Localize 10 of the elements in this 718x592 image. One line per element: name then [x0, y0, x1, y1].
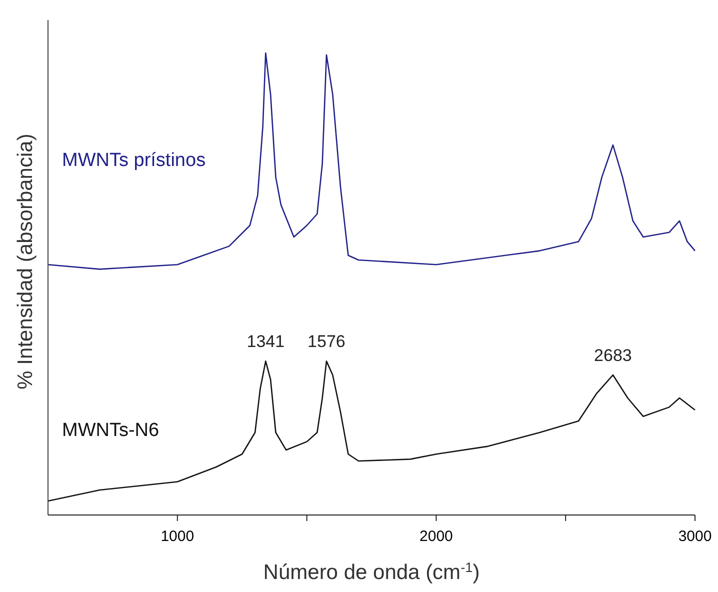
y-axis-title: % Intensidad (absorbancia) — [14, 134, 37, 390]
annotation: 1341 — [246, 332, 285, 352]
annotation: 1576 — [308, 332, 346, 352]
text: MWNTs-N6 — [62, 420, 160, 442]
annotation: 2683 — [594, 346, 632, 365]
x-tick-label: 3000 — [678, 528, 712, 545]
text: MWNTs prístinos — [62, 150, 206, 172]
x-tick-label: 2000 — [420, 528, 453, 545]
x-axis-title: Número de onda (cm$^{-1}$) — [263, 560, 480, 584]
x-tick-label: 1000 — [160, 528, 194, 545]
